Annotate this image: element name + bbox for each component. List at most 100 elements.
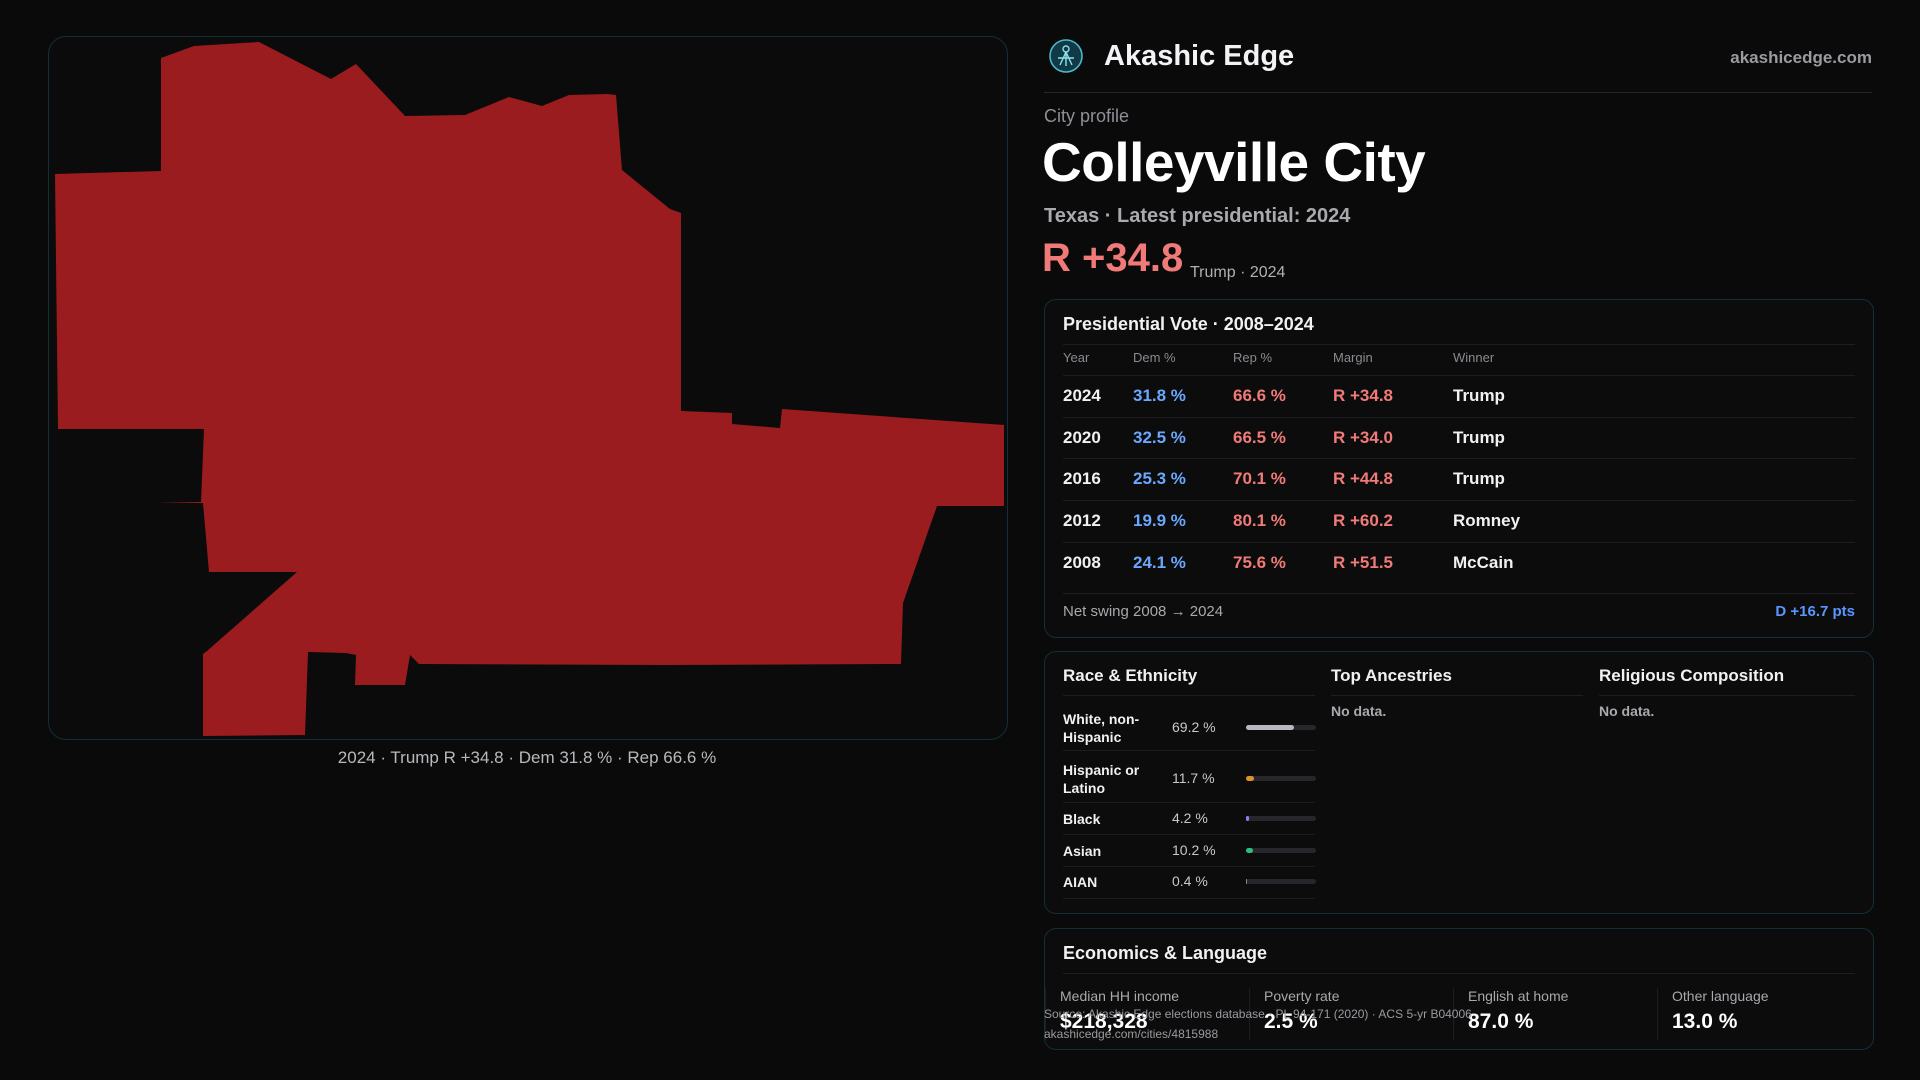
race-bar-fill (1246, 776, 1255, 781)
race-bar-fill (1246, 725, 1295, 730)
page-title: Colleyville City (1042, 131, 1426, 193)
race-pct: 11.7 % (1172, 770, 1215, 786)
list-item: White, non-Hispanic 69.2 % (1063, 704, 1316, 751)
race-ethnicity-section: Race & Ethnicity White, non-Hispanic 69.… (1063, 652, 1316, 913)
vote-card-title: Presidential Vote · 2008–2024 (1063, 314, 1314, 334)
net-swing-label: Net swing 2008 → 2024 (1063, 603, 1224, 620)
row-rep: 80.1 % (1233, 511, 1286, 530)
race-bar-fill (1246, 848, 1254, 853)
table-row: 2020 32.5 % 66.5 % R +34.0 Trump (1063, 417, 1855, 459)
table-row: 2012 19.9 % 80.1 % R +60.2 Romney (1063, 500, 1855, 542)
row-dem: 31.8 % (1133, 386, 1186, 405)
economics-card-title: Economics & Language (1063, 943, 1268, 963)
row-year: 2008 (1063, 553, 1101, 572)
religion-no-data: No data. (1599, 703, 1655, 719)
headline-margin-note: Trump · 2024 (1190, 264, 1286, 281)
econ-label: English at home (1468, 988, 1569, 1004)
econ-value: 87.0 % (1468, 1010, 1534, 1033)
race-pct: 10.2 % (1172, 842, 1216, 858)
ancestries-title: Top Ancestries (1331, 666, 1452, 685)
table-row: 2008 24.1 % 75.6 % R +51.5 McCain (1063, 542, 1855, 584)
divider (1063, 973, 1855, 974)
table-row: 2024 31.8 % 66.6 % R +34.8 Trump (1063, 375, 1855, 417)
econ-cell-income: Median HH income $218,328 (1045, 988, 1250, 1040)
row-year: 2020 (1063, 428, 1101, 447)
source-url-link[interactable]: akashicedge.com/cities/4815988 (1044, 1027, 1219, 1041)
list-item: Asian 10.2 % (1063, 835, 1316, 867)
row-margin: R +44.8 (1333, 469, 1394, 488)
econ-label: Poverty rate (1264, 988, 1340, 1004)
col-header-winner: Winner (1453, 350, 1495, 365)
list-item: AIAN 0.4 % (1063, 867, 1316, 899)
econ-label: Other language (1672, 988, 1769, 1004)
econ-value: $218,328 (1060, 1010, 1148, 1033)
row-rep: 66.5 % (1233, 428, 1286, 447)
divider (1331, 695, 1583, 696)
row-winner: Trump (1453, 428, 1505, 447)
net-swing-value: D +16.7 pts (1775, 603, 1855, 620)
col-header-year: Year (1063, 350, 1090, 365)
row-dem: 19.9 % (1133, 511, 1186, 530)
row-dem: 24.1 % (1133, 553, 1186, 572)
row-margin: R +51.5 (1333, 553, 1394, 572)
race-ethnicity-title: Race & Ethnicity (1063, 666, 1198, 685)
econ-cell-poverty: Poverty rate 2.5 % (1249, 988, 1454, 1040)
row-margin: R +34.0 (1333, 428, 1394, 447)
race-label: Hispanic or Latino (1063, 762, 1140, 796)
akashic-edge-logo-icon (1049, 39, 1083, 73)
source-footer: Source: Akashic Edge elections database … (1044, 1004, 1472, 1044)
vote-table-header: Year Dem % Rep % Margin Winner (1063, 350, 1855, 372)
presidential-vote-card: Presidential Vote · 2008–2024 Year Dem %… (1044, 299, 1874, 638)
col-header-rep: Rep % (1233, 350, 1273, 365)
row-margin: R +34.8 (1333, 386, 1394, 405)
race-label: Asian (1063, 843, 1102, 859)
page-subtitle: Texas · Latest presidential: 2024 (1044, 205, 1351, 227)
row-winner: Trump (1453, 469, 1505, 488)
race-bar (1246, 816, 1316, 821)
row-dem: 32.5 % (1133, 428, 1186, 447)
econ-cell-other-language: Other language 13.0 % (1657, 988, 1862, 1040)
ancestries-section: Top Ancestries No data. (1331, 652, 1583, 913)
col-header-dem: Dem % (1133, 350, 1176, 365)
row-dem: 25.3 % (1133, 469, 1186, 488)
economics-language-card: Economics & Language Median HH income $2… (1044, 928, 1874, 1050)
econ-cell-english: English at home 87.0 % (1453, 988, 1658, 1040)
map-caption: 2024 · Trump R +34.8 · Dem 31.8 % · Rep … (337, 748, 717, 767)
religion-title: Religious Composition (1599, 666, 1785, 685)
race-pct: 69.2 % (1172, 719, 1216, 735)
race-bar (1246, 776, 1316, 781)
brand-name: Akashic Edge (1104, 40, 1295, 72)
race-pct: 4.2 % (1172, 810, 1208, 826)
source-text: Source: Akashic Edge elections database … (1044, 1007, 1472, 1021)
race-label: AIAN (1063, 874, 1098, 890)
econ-value: 2.5 % (1264, 1010, 1318, 1033)
row-winner: Romney (1453, 511, 1521, 530)
divider (1599, 695, 1855, 696)
row-rep: 70.1 % (1233, 469, 1286, 488)
race-bar (1246, 848, 1316, 853)
list-item: Hispanic or Latino 11.7 % (1063, 751, 1316, 803)
row-winner: McCain (1453, 553, 1514, 572)
col-header-margin: Margin (1333, 350, 1373, 365)
row-year: 2016 (1063, 469, 1101, 488)
net-swing-row: Net swing 2008 → 2024 D +16.7 pts (1063, 593, 1855, 628)
race-pct: 0.4 % (1172, 873, 1208, 889)
headline-margin: R +34.8 (1042, 236, 1184, 280)
race-label: Black (1063, 811, 1101, 827)
religion-section: Religious Composition No data. (1599, 652, 1855, 913)
race-label: White, non-Hispanic (1063, 711, 1140, 745)
row-margin: R +60.2 (1333, 511, 1394, 530)
row-rep: 75.6 % (1233, 553, 1286, 572)
econ-label: Median HH income (1060, 988, 1180, 1004)
city-boundary-shape (55, 42, 1004, 736)
list-item: Black 4.2 % (1063, 803, 1316, 835)
table-row: 2016 25.3 % 70.1 % R +44.8 Trump (1063, 458, 1855, 500)
divider (1063, 695, 1315, 696)
row-year: 2024 (1063, 386, 1101, 405)
race-bar (1246, 879, 1316, 884)
divider (1063, 344, 1855, 345)
city-boundary-map (55, 42, 1004, 736)
race-bar-fill (1246, 816, 1249, 821)
row-winner: Trump (1453, 386, 1505, 405)
brand-site-link[interactable]: akashicedge.com (1730, 48, 1872, 67)
